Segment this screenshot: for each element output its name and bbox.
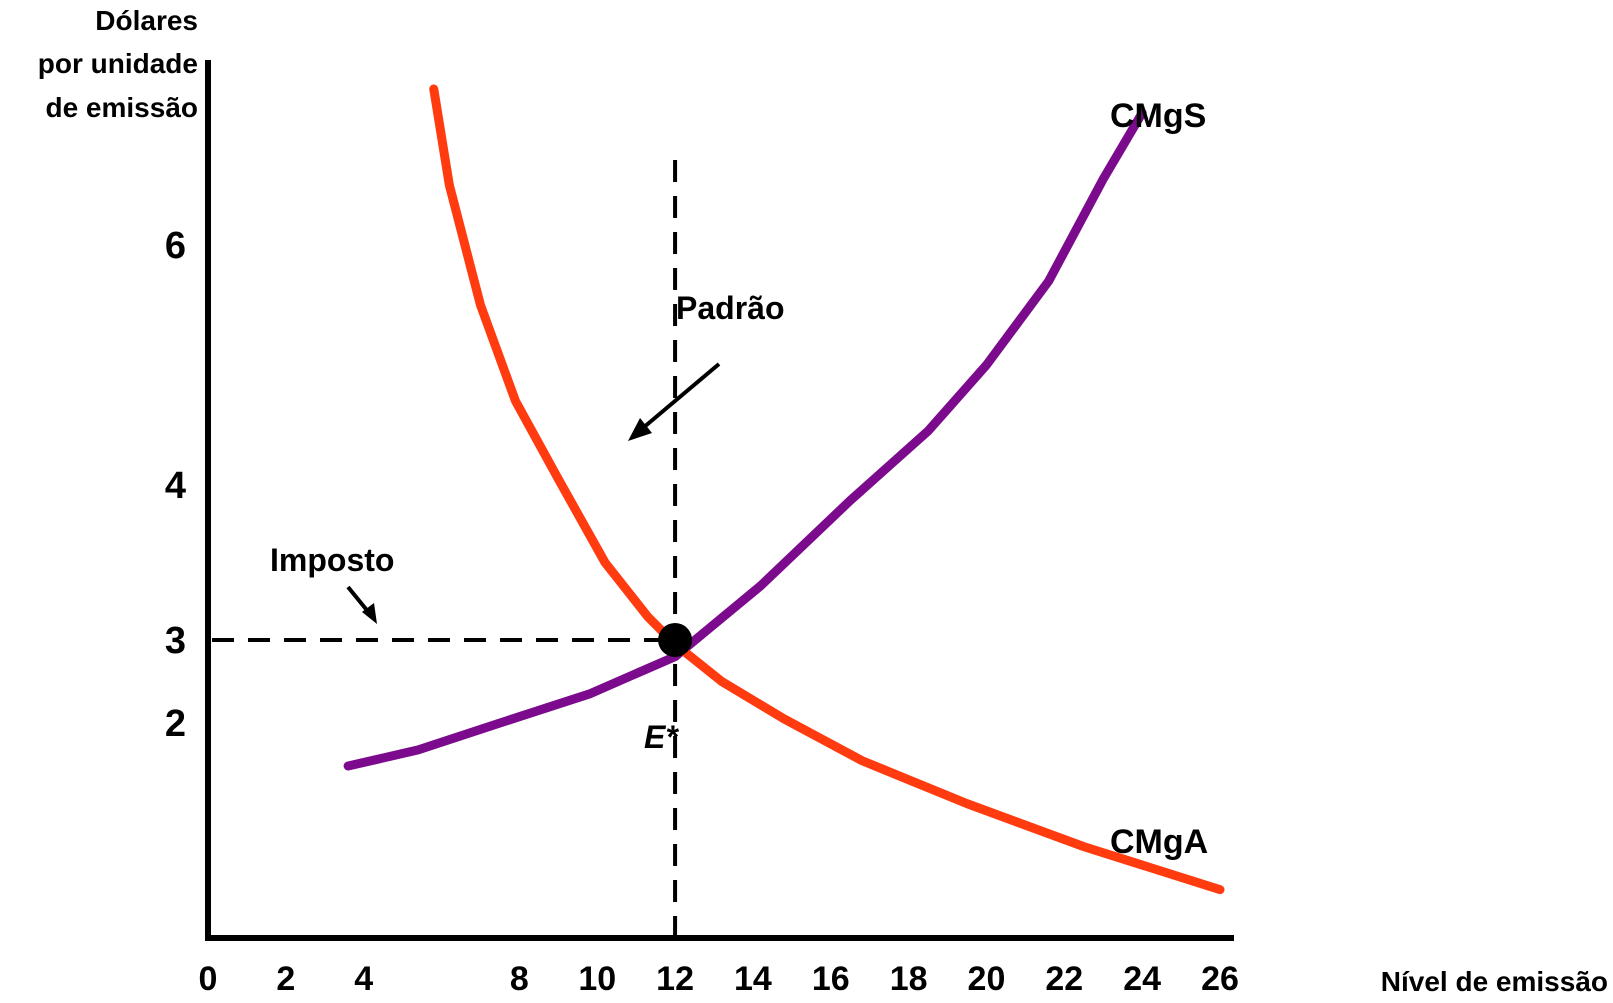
x-tick-label: 4 [354, 960, 373, 998]
x-axis-title: Nível de emissão [1381, 966, 1608, 997]
x-tick-label: 16 [812, 960, 850, 998]
cmgs-label: CMgS [1110, 97, 1206, 135]
x-tick-labels: 0 2 4 8 10 12 14 16 18 20 22 24 26 [199, 960, 1239, 998]
standard-arrowhead [628, 418, 652, 441]
x-tick-label: 0 [199, 960, 218, 998]
y-axis-title-line-3: de emissão [45, 92, 198, 123]
x-tick-label: 8 [510, 960, 529, 998]
x-tick-label: 14 [734, 960, 772, 998]
y-tick-label: 3 [165, 620, 186, 662]
y-axis-title-line-2: por unidade [38, 48, 198, 79]
equilibrium-label: E* [644, 719, 679, 755]
x-tick-label: 10 [578, 960, 616, 998]
x-tick-label: 18 [890, 960, 928, 998]
tax-annotation: Imposto [270, 542, 394, 578]
x-tick-label: 26 [1201, 960, 1239, 998]
x-tick-label: 2 [276, 960, 295, 998]
equilibrium-point [658, 623, 693, 657]
y-tick-label: 6 [165, 225, 186, 267]
x-tick-label: 12 [656, 960, 694, 998]
cmga-label: CMgA [1110, 823, 1208, 861]
cmga-curve [429, 84, 1225, 895]
y-axis-title-line-1: Dólares [95, 5, 198, 36]
tax-arrowhead [362, 603, 377, 624]
y-tick-label: 2 [165, 703, 186, 745]
x-tick-label: 22 [1045, 960, 1083, 998]
x-tick-label: 20 [968, 960, 1006, 998]
y-tick-labels: 6 4 3 2 [165, 225, 186, 745]
y-tick-label: 4 [165, 465, 186, 507]
standard-annotation: Padrão [676, 290, 784, 326]
x-tick-label: 24 [1123, 960, 1161, 998]
standard-arrow [635, 362, 721, 435]
cmgs-curve [343, 108, 1147, 771]
